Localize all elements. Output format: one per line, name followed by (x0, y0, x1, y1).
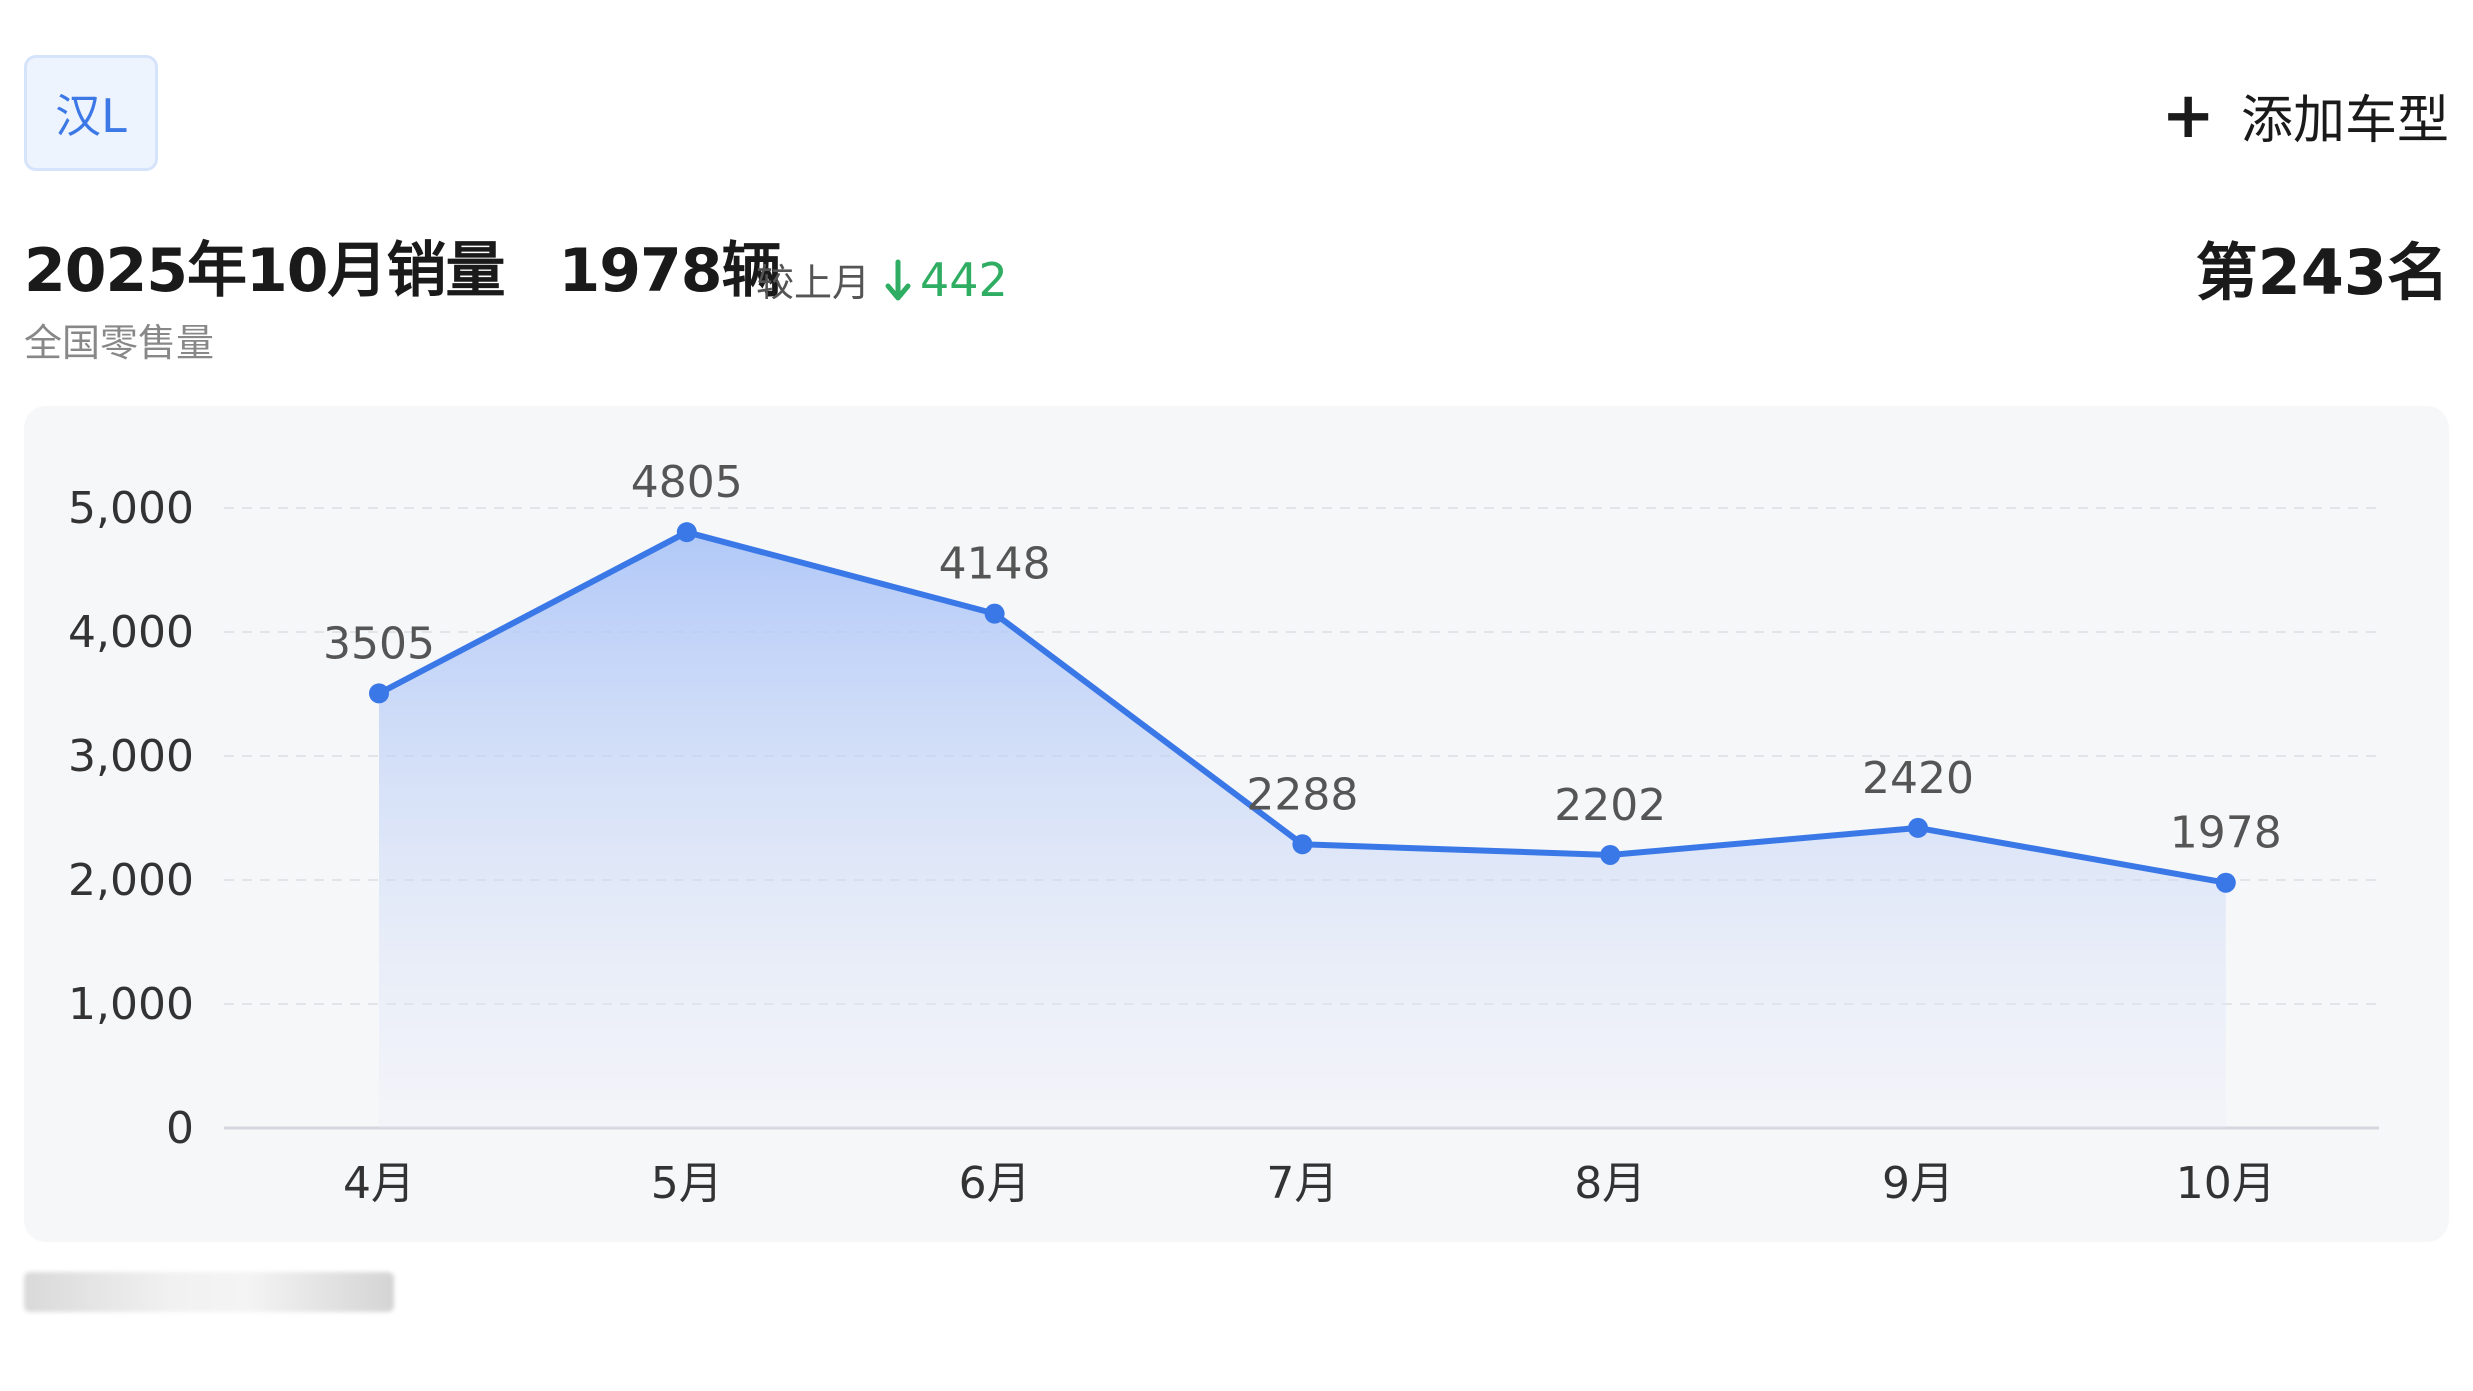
add-model-label: 添加车型 (2240, 91, 2449, 151)
x-tick-label: 5月 (651, 1158, 723, 1209)
sales-rank: 第243名 (2195, 236, 2449, 309)
arrow-down-icon (885, 259, 911, 300)
y-tick-label: 1,000 (68, 979, 194, 1030)
data-label: 4148 (939, 539, 1051, 590)
x-tick-label: 6月 (959, 1158, 1031, 1209)
y-tick-label: 2,000 (68, 855, 194, 906)
x-tick-label: 4月 (343, 1158, 415, 1209)
data-label: 2288 (1246, 769, 1358, 820)
y-tick-label: 3,000 (68, 731, 194, 782)
x-tick-label: 9月 (1882, 1158, 1954, 1209)
plus-icon: + (2161, 78, 2215, 153)
sales-title: 2025年10月销量 (24, 236, 505, 306)
sales-subtitle: 全国零售量 (24, 321, 215, 365)
model-chip-label: 汉L (55, 89, 127, 143)
data-label: 3505 (323, 618, 435, 669)
compare-delta: 442 (920, 252, 1008, 307)
y-tick-label: 5,000 (68, 483, 194, 534)
x-tick-label: 7月 (1266, 1158, 1338, 1209)
data-label: 1978 (2170, 808, 2282, 859)
y-tick-label: 0 (166, 1103, 194, 1154)
compare-label: 较上月 (756, 261, 871, 305)
data-point (1908, 817, 1928, 838)
data-label: 2202 (1554, 780, 1666, 831)
blurred-footnote (24, 1272, 394, 1312)
x-tick-label: 8月 (1574, 1158, 1646, 1209)
data-label: 4805 (631, 457, 743, 508)
sales-line-chart: 0 1,000 2,000 3,000 4,000 5,000 3505 4805 4148 22… (68, 457, 2379, 1209)
data-point (984, 603, 1005, 624)
series-area (379, 532, 2226, 1128)
add-model-button[interactable]: + 添加车型 (2161, 78, 2449, 153)
sales-chart-card: 0 1,000 2,000 3,000 4,000 5,000 3505 4805 4148 22… (24, 406, 2449, 1242)
x-tick-label: 10月 (2176, 1158, 2276, 1209)
data-point (2215, 872, 2236, 893)
data-point (1292, 834, 1313, 855)
y-tick-label: 4,000 (68, 607, 194, 658)
data-point (1600, 844, 1621, 865)
data-point (369, 683, 389, 704)
sales-units: 1978辆 (558, 236, 782, 306)
data-point (676, 522, 697, 543)
model-chip-han-l[interactable]: 汉L (24, 55, 158, 171)
month-compare: 较上月 442 (756, 252, 1008, 307)
sales-headline: 2025年10月销量 1978辆 (24, 222, 782, 309)
data-label: 2420 (1862, 753, 1974, 804)
